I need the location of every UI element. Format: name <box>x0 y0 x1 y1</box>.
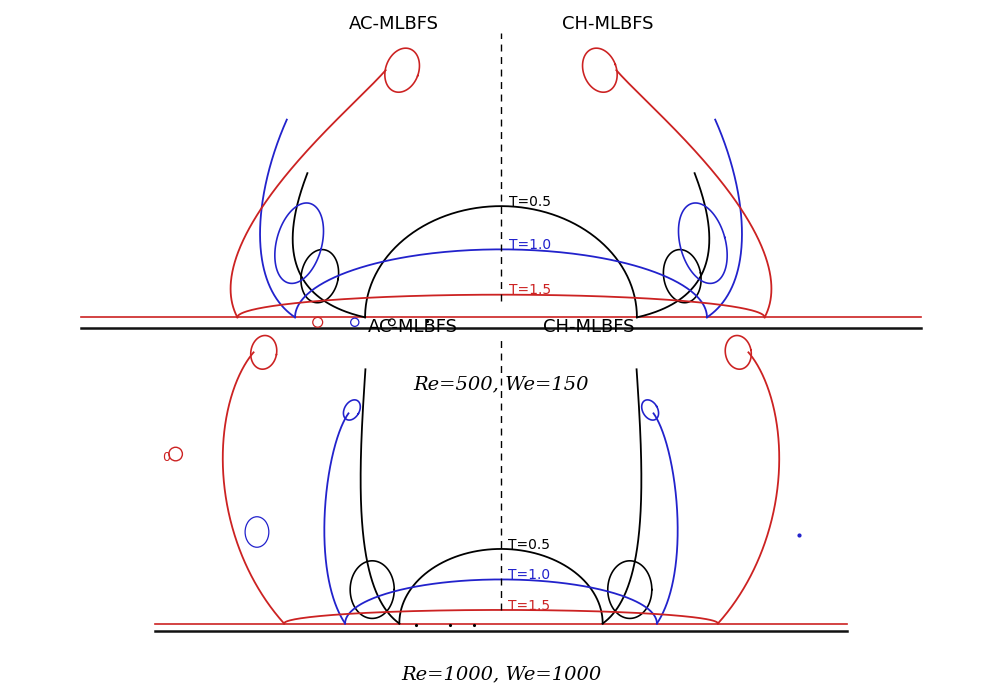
Text: Re=500, We=150: Re=500, We=150 <box>413 375 589 393</box>
Text: CH-MLBFS: CH-MLBFS <box>562 15 654 33</box>
Text: T=1.5: T=1.5 <box>508 599 550 613</box>
Text: AC-MLBFS: AC-MLBFS <box>368 318 458 336</box>
Text: CH-MLBFS: CH-MLBFS <box>543 318 635 336</box>
Text: T=1.0: T=1.0 <box>508 568 550 583</box>
Text: Re=1000, We=1000: Re=1000, We=1000 <box>401 666 601 684</box>
Text: T=1.0: T=1.0 <box>509 238 551 253</box>
Text: T=1.5: T=1.5 <box>509 283 551 297</box>
Text: T=0.5: T=0.5 <box>509 195 551 209</box>
Text: AC-MLBFS: AC-MLBFS <box>349 15 439 33</box>
Text: 0: 0 <box>162 450 170 464</box>
Text: T=0.5: T=0.5 <box>508 538 550 552</box>
